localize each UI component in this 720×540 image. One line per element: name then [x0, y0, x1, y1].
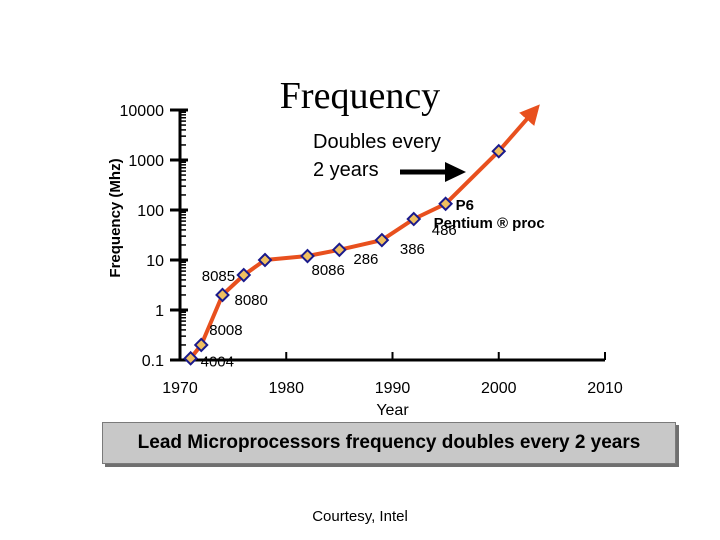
processor-label: 8008 [209, 322, 242, 339]
x-axis-title: Year [376, 402, 409, 419]
data-point-marker [331, 242, 347, 258]
processor-label: 4004 [201, 353, 234, 370]
y-tick-label: 10 [146, 253, 164, 270]
y-axis-title: Frequency (Mhz) [107, 158, 124, 277]
processor-label: 8080 [235, 292, 268, 309]
trend-arrow [497, 104, 540, 153]
x-tick-label: 1990 [375, 380, 411, 397]
annotation-text: Doubles every [313, 131, 441, 153]
processor-label: 486 [432, 222, 457, 239]
data-point-marker [215, 287, 230, 303]
slide-title: Frequency [279, 75, 441, 117]
x-tick-label: 1970 [162, 380, 198, 397]
data-point-marker [236, 267, 252, 283]
courtesy-credit: Courtesy, Intel [312, 508, 408, 525]
data-point-marker [257, 252, 273, 268]
data-point-marker [183, 350, 199, 366]
y-tick-label: 1000 [128, 153, 164, 170]
caption-box: Lead Microprocessors frequency doubles e… [102, 422, 676, 464]
data-point-marker [300, 248, 315, 264]
caption-text: Lead Microprocessors frequency doubles e… [137, 432, 641, 453]
processor-label: 386 [400, 241, 425, 258]
data-point-marker [374, 232, 390, 248]
processor-label: 286 [353, 251, 378, 268]
x-tick-label: 2010 [587, 380, 623, 397]
processor-label: P6 [456, 197, 474, 214]
y-tick-label: 0.1 [142, 353, 164, 370]
y-tick-label: 1 [155, 303, 164, 320]
x-tick-label: 1980 [268, 380, 304, 397]
annotation-arrow-head [445, 162, 466, 182]
x-tick-label: 2000 [481, 380, 517, 397]
annotation-text: 2 years [313, 159, 379, 181]
data-point-marker [438, 196, 454, 212]
data-point-marker [406, 211, 422, 227]
processor-label: 8086 [312, 262, 345, 279]
data-point-marker [491, 143, 507, 159]
processor-label: Pentium ® proc [434, 215, 545, 232]
y-tick-label: 10000 [120, 103, 165, 120]
data-point-marker [193, 337, 209, 353]
y-tick-label: 100 [137, 203, 164, 220]
processor-label: 8085 [202, 268, 235, 285]
